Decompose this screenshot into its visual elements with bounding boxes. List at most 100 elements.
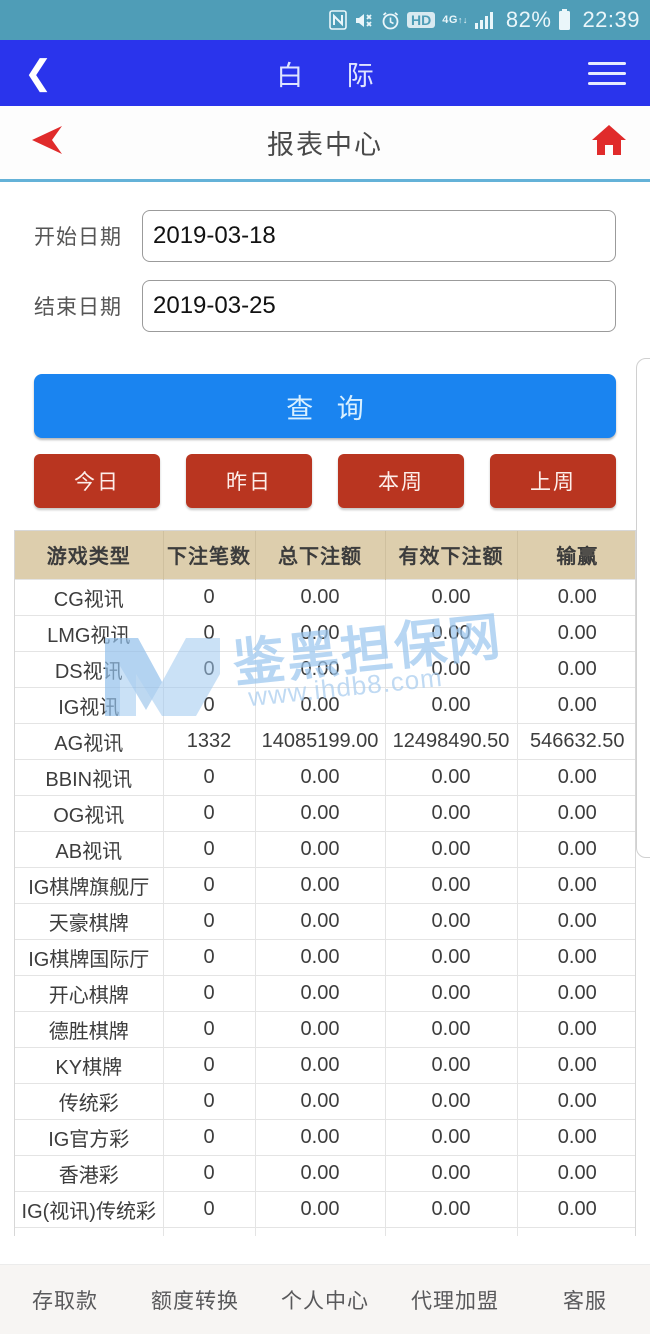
cell-bet-count: 0 [163,902,256,939]
cell-valid-bet: 0.00 [385,1010,518,1047]
col-header-win-loss: 输赢 [517,531,635,579]
cell-total-bet: 0.00 [255,758,386,795]
table-row: AB视讯 0 0.00 0.00 0.00 [15,830,635,867]
hamburger-menu-icon[interactable] [588,61,626,85]
quick-last-week-button[interactable]: 上周 [490,454,616,508]
cell-bet-count: 0 [163,1082,256,1119]
cell-bet-count: 0 [163,974,256,1011]
alarm-icon [381,11,400,30]
nav-item-deposit-withdraw[interactable]: 存取款 [32,1289,98,1313]
cell-win-loss: 0.00 [517,1046,635,1083]
bottom-navigation: 存取款 额度转换 个人中心 代理加盟 客服 [0,1264,650,1334]
cell-valid-bet: 0.00 [385,974,518,1011]
cell-total-bet: 0.00 [255,578,386,615]
status-bar-icons: HD 4G ↑↓ 82% 22:39 [329,7,640,33]
cell-bet-count: 0 [163,578,256,615]
cell-total-bet: 0.00 [255,1154,386,1191]
cell-game-type: AG视讯 [15,722,164,759]
quick-this-week-button[interactable]: 本周 [338,454,464,508]
cell-win-loss: 0.00 [517,974,635,1011]
query-button[interactable]: 查 询 [34,374,616,438]
cell-total-bet: 0.00 [255,614,386,651]
cell-game-type: CG视讯 [15,578,164,615]
page-title: 报表中心 [267,130,383,160]
cell-win-loss: 0.00 [517,866,635,903]
table-row: IG棋牌国际厅 0 0.00 0.00 0.00 [15,938,635,975]
cell-total-bet: 0.00 [255,794,386,831]
cell-win-loss: 0.00 [517,1082,635,1119]
cell-game-type: IG(视讯)传统彩 [15,1190,164,1227]
cell-bet-count: 0 [163,1046,256,1083]
clock-label: 22:39 [582,7,640,32]
report-filter-form: 开始日期 2019-03-18 结束日期 2019-03-25 [0,182,650,332]
offscreen-side-panel [636,358,650,858]
nav-item-credit-transfer[interactable]: 额度转换 [151,1289,239,1313]
cell-game-type: IG官方彩 [15,1118,164,1155]
cell-game-type: BBIN视讯 [15,758,164,795]
table-row: 德胜棋牌 0 0.00 0.00 0.00 [15,1010,635,1047]
table-row: IG棋牌旗舰厅 0 0.00 0.00 0.00 [15,866,635,903]
cell-valid-bet: 0.00 [385,830,518,867]
cell-game-type: KY棋牌 [15,1046,164,1083]
table-row: 天豪棋牌 0 0.00 0.00 0.00 [15,902,635,939]
page-header: 报表中心 [0,106,650,182]
mute-icon [354,11,374,30]
nfc-icon [329,10,347,30]
table-row: BBIN视讯 0 0.00 0.00 0.00 [15,758,635,795]
cell-total-bet: 0.00 [255,1082,386,1119]
cell-bet-count: 0 [163,614,256,651]
cell-valid-bet: 0.00 [385,938,518,975]
start-date-input[interactable]: 2019-03-18 [142,210,616,262]
end-date-input[interactable]: 2019-03-25 [142,280,616,332]
quick-today-button[interactable]: 今日 [34,454,160,508]
table-header-row: 游戏类型 下注笔数 总下注额 有效下注额 输赢 [15,531,635,579]
nav-item-customer-service[interactable]: 客服 [563,1289,607,1313]
cell-valid-bet: 0.00 [385,650,518,687]
cell-game-type: OG视讯 [15,794,164,831]
cell-bet-count: 0 [163,1154,256,1191]
cell-bet-count: 0 [163,866,256,903]
cell-total-bet: 0.00 [255,866,386,903]
quick-yesterday-button[interactable]: 昨日 [186,454,312,508]
cell-total-bet: 0.00 [255,650,386,687]
cell-valid-bet: 0.00 [385,614,518,651]
report-table: 游戏类型 下注笔数 总下注额 有效下注额 输赢 CG视讯 0 0.00 0.00 0.0… [15,531,635,1236]
cell-game-type: 德胜棋牌 [15,1010,164,1047]
table-row: IG(视讯)传统彩 0 0.00 0.00 0.00 [15,1190,635,1227]
start-date-row: 开始日期 2019-03-18 [34,210,616,262]
cell-win-loss: 0.00 [517,1010,635,1047]
cell-valid-bet: 0.00 [385,1154,518,1191]
cell-valid-bet: 0.00 [385,578,518,615]
table-row: IG视讯 0 0.00 0.00 0.00 [15,686,635,723]
cell-bet-count: 0 [163,1010,256,1047]
chevron-left-icon[interactable]: ❮ [24,54,53,92]
cell-valid-bet: 0.00 [385,758,518,795]
back-triangle-icon[interactable] [22,123,66,162]
cell-bet-count: 0 [163,1190,256,1227]
table-row: IG官方彩 0 0.00 0.00 0.00 [15,1118,635,1155]
cell-total-bet: 0.00 [255,938,386,975]
cell-game-type: IG视讯 [15,686,164,723]
table-row: 香港彩 0 0.00 0.00 0.00 [15,1154,635,1191]
end-date-row: 结束日期 2019-03-25 [34,280,616,332]
nav-item-user-center[interactable]: 个人中心 [281,1289,369,1313]
hd-icon: HD [406,12,436,28]
cell-valid-bet: 0.00 [385,1046,518,1083]
report-table-body: CG视讯 0 0.00 0.00 0.00 LMG视讯 0 0.00 0.00 0.00 DS视讯 0… [15,578,635,1236]
cell-win-loss: 0.00 [517,794,635,831]
cell-bet-count: 0 [163,758,256,795]
app-bar: ❮ 白 际 [0,40,650,106]
cell-game-type: LMG视讯 [15,614,164,651]
cell-total-bet: 0.00 [255,1010,386,1047]
cell-win-loss: 0.00 [517,902,635,939]
table-row: DS视讯 0 0.00 0.00 0.00 [15,650,635,687]
report-table-head: 游戏类型 下注笔数 总下注额 有效下注额 输赢 [15,531,635,579]
nav-item-agent-join[interactable]: 代理加盟 [411,1289,499,1313]
cell-game-type: 开心棋牌 [15,974,164,1011]
col-header-valid-bet: 有效下注额 [385,531,518,579]
cell-win-loss: 0.00 [517,1226,635,1236]
cell-win-loss: 0.00 [517,614,635,651]
home-icon[interactable] [590,122,628,163]
table-row: CG视讯 0 0.00 0.00 0.00 [15,578,635,615]
cell-win-loss: 0.00 [517,578,635,615]
